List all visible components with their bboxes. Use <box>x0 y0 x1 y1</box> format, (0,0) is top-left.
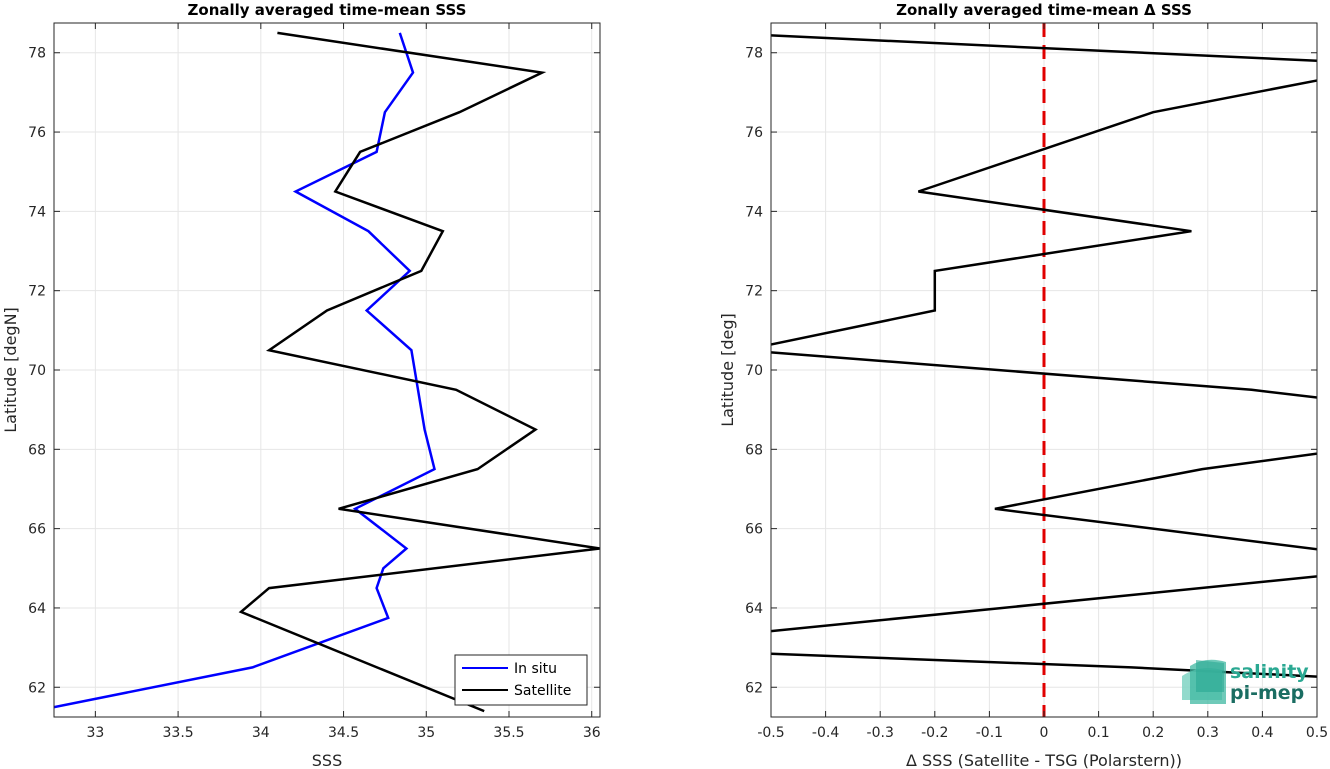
y-tick-label: 70 <box>745 363 763 379</box>
y-tick-label: 74 <box>28 204 46 220</box>
x-tick-label: -0.2 <box>921 725 948 741</box>
in-situ-series-line <box>54 32 436 709</box>
ticks-sss: 33 33.5 34 34.5 35 35.5 36 62 64 66 68 70 72 74 76 78 <box>28 23 601 741</box>
x-tick-label: 0 <box>1040 725 1049 741</box>
x-tick-label: 33 <box>86 725 104 741</box>
x-tick-label: 33.5 <box>163 725 194 741</box>
x-tick-label: -0.5 <box>757 725 784 741</box>
satellite-series-line <box>238 31 600 713</box>
delta-series-line <box>771 34 1317 678</box>
x-tick-label: 34 <box>252 725 270 741</box>
y-tick-label: 78 <box>28 46 46 62</box>
x-tick-label: 35.5 <box>493 725 524 741</box>
ylabel-delta-sss: Latitude [deg] <box>718 313 737 427</box>
legend-satellite-label: Satellite <box>514 683 571 699</box>
y-tick-label: 78 <box>745 46 763 62</box>
lines-delta-sss <box>771 23 1317 717</box>
panel-delta-sss: -0.5 -0.4 -0.3 -0.2 -0.1 0 0.1 0.2 0.3 0.4 0.5 62 64… <box>718 1 1328 769</box>
x-tick-label: 0.2 <box>1142 725 1164 741</box>
logo-line1: salinity <box>1230 661 1309 683</box>
grid-sss <box>54 23 600 717</box>
x-tick-label: -0.4 <box>812 725 839 741</box>
y-tick-label: 70 <box>28 363 46 379</box>
y-tick-label: 66 <box>28 522 46 538</box>
xlabel-sss: SSS <box>312 751 342 769</box>
y-tick-label: 76 <box>745 125 763 141</box>
y-tick-label: 62 <box>745 680 763 696</box>
y-tick-label: 76 <box>28 125 46 141</box>
legend-in-situ-label: In situ <box>514 661 557 677</box>
x-tick-label: 0.4 <box>1251 725 1273 741</box>
y-tick-label: 72 <box>28 284 46 300</box>
legend-box <box>454 654 588 706</box>
ticks-delta-sss: -0.5 -0.4 -0.3 -0.2 -0.1 0 0.1 0.2 0.3 0.4 0.5 62 64… <box>745 23 1328 741</box>
y-tick-label: 72 <box>745 284 763 300</box>
x-tick-label: 34.5 <box>328 725 359 741</box>
x-tick-label: -0.3 <box>867 725 894 741</box>
y-tick-label: 68 <box>28 442 46 458</box>
y-tick-label: 68 <box>745 442 763 458</box>
legend: In situ Satellite <box>454 654 588 706</box>
ylabel-sss: Latitude [degN] <box>1 307 20 433</box>
y-tick-label: 66 <box>745 522 763 538</box>
x-tick-label: 0.3 <box>1197 725 1219 741</box>
x-tick-label: -0.1 <box>976 725 1003 741</box>
title-sss: Zonally averaged time-mean SSS <box>188 1 467 19</box>
panel-sss: 33 33.5 34 34.5 35 35.5 36 62 64 66 68 70 72 74 76 78 Z… <box>1 1 601 769</box>
salinity-pi-mep-logo: salinity pi-mep <box>1182 659 1309 704</box>
y-tick-label: 64 <box>28 601 46 617</box>
y-tick-label: 62 <box>28 680 46 696</box>
x-tick-label: 35 <box>417 725 435 741</box>
x-tick-label: 36 <box>583 725 601 741</box>
y-tick-label: 74 <box>745 204 763 220</box>
xlabel-delta-sss: Δ SSS (Satellite - TSG (Polarstern)) <box>906 751 1182 769</box>
grid-delta-sss <box>770 23 1318 717</box>
y-tick-label: 64 <box>745 601 763 617</box>
logo-line2: pi-mep <box>1230 682 1304 704</box>
x-tick-label: 0.1 <box>1087 725 1109 741</box>
title-delta-sss: Zonally averaged time-mean Δ SSS <box>896 1 1192 19</box>
logo-wave-icon <box>1182 659 1226 704</box>
lines-sss <box>54 31 600 713</box>
x-tick-label: 0.5 <box>1306 725 1328 741</box>
